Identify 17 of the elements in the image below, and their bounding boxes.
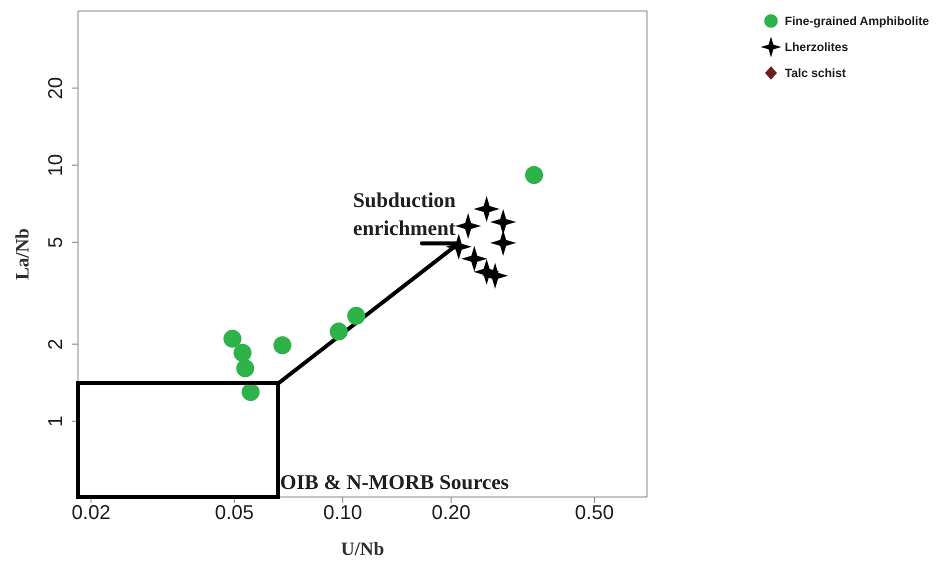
y-axis-title: La/Nb: [12, 228, 34, 280]
x-axis-title: U/Nb: [340, 539, 384, 560]
y-tick-label: 5: [45, 236, 67, 248]
x-tick-label: 0.20: [432, 502, 471, 524]
legend-label: Fine-grained Amphibolite: [784, 14, 929, 28]
x-tick-label: 0.05: [214, 502, 254, 524]
x-tick-label: 0.10: [323, 502, 362, 524]
y-tick-label: 20: [45, 76, 67, 100]
x-tick-label: 0.02: [72, 502, 111, 524]
legend-label: Talc schist: [784, 66, 846, 80]
y-tick-label: 1: [45, 416, 67, 427]
y-tick-label: 2: [45, 338, 67, 350]
annotation: OIB & N-MORB Sources: [280, 470, 509, 495]
annotation: Subduction enrichment: [353, 187, 456, 242]
y-tick-label: 10: [45, 154, 67, 176]
x-tick-label: 0.50: [574, 502, 614, 524]
legend-label: Lherzolites: [784, 40, 848, 54]
